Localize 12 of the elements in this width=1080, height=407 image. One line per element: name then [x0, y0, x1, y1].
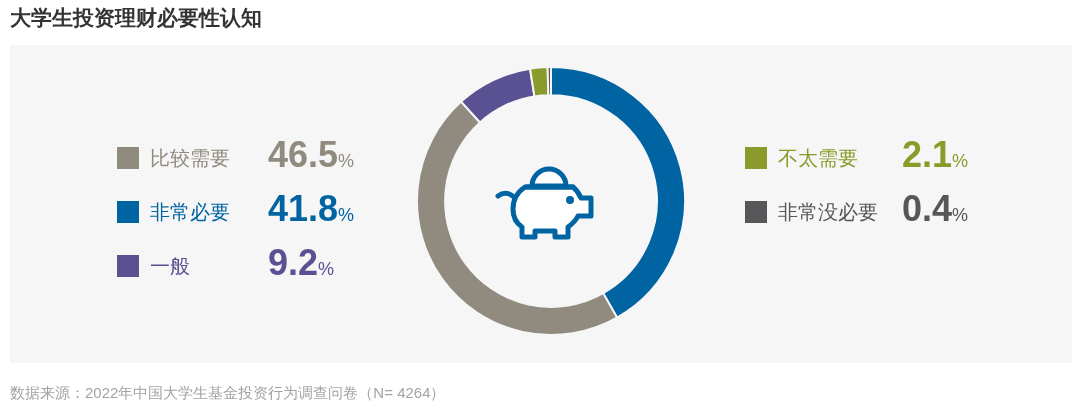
legend-label: 一般 [150, 254, 191, 279]
legend-label: 不太需要 [778, 146, 858, 171]
chart-title: 大学生投资理财必要性认知 [10, 5, 262, 31]
data-label: 9.2% [268, 242, 335, 285]
legend-label: 非常必要 [150, 200, 231, 225]
data-label: 0.4% [901, 188, 968, 231]
legend-label: 非常没必要 [778, 200, 878, 225]
data-label: 2.1% [901, 134, 968, 177]
data-label: 46.5% [268, 134, 355, 177]
data-label: 41.8% [268, 188, 355, 231]
source-note: 数据来源：2022年中国大学生基金投资行为调查问卷（N= 4264） [10, 383, 446, 403]
legend-label: 比较需要 [150, 146, 231, 171]
